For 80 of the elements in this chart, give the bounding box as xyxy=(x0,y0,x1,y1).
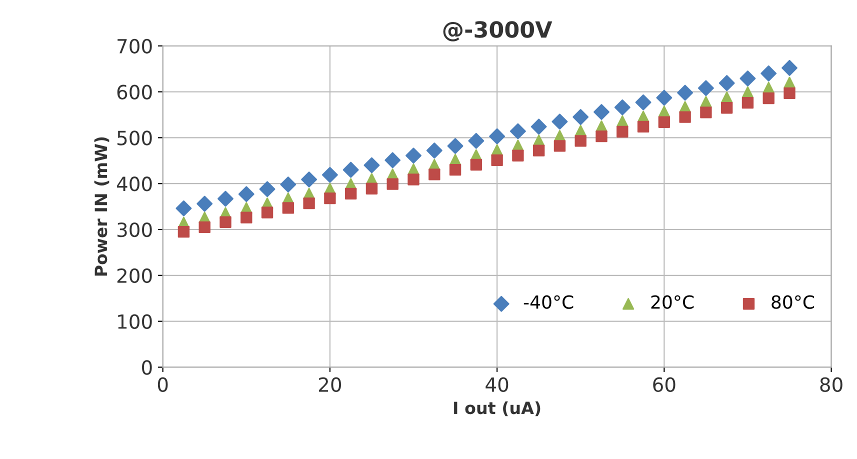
point xyxy=(303,197,315,210)
point xyxy=(510,123,526,140)
point xyxy=(596,130,608,142)
point xyxy=(594,104,610,120)
point xyxy=(679,111,691,123)
point xyxy=(698,80,714,96)
point xyxy=(366,182,378,194)
point xyxy=(196,196,213,212)
y-tick-label: 300 xyxy=(117,222,152,238)
x-tick-label: 0 xyxy=(158,377,168,392)
point xyxy=(280,176,296,192)
point xyxy=(470,158,482,171)
y-tick-label: 600 xyxy=(117,84,152,100)
legend-label: -40°C xyxy=(524,295,574,309)
legend-label: 20°C xyxy=(651,295,694,309)
legend-label: 80°C xyxy=(772,295,814,309)
point xyxy=(426,142,442,159)
y-tick-label: 200 xyxy=(117,268,152,284)
point xyxy=(259,181,276,198)
point xyxy=(324,192,336,204)
point xyxy=(408,174,420,186)
y-tick-label: 100 xyxy=(118,314,152,329)
point xyxy=(218,190,234,207)
point xyxy=(342,162,359,178)
y-axis-title: Power IN (mW) xyxy=(94,137,110,276)
point xyxy=(635,94,652,110)
point xyxy=(740,70,756,86)
point xyxy=(554,140,566,152)
point xyxy=(552,114,568,130)
point xyxy=(572,109,589,126)
point xyxy=(616,126,628,138)
y-tick-label: 0 xyxy=(142,360,152,375)
x-axis-title: I out (uA) xyxy=(454,401,540,416)
point xyxy=(240,212,252,224)
point xyxy=(721,102,733,114)
point xyxy=(762,82,774,94)
point xyxy=(282,202,294,214)
point xyxy=(637,120,650,133)
point xyxy=(700,106,712,118)
point xyxy=(406,148,422,164)
point xyxy=(176,200,192,216)
point xyxy=(614,99,630,116)
point xyxy=(762,92,774,104)
point xyxy=(491,154,503,166)
point xyxy=(468,132,484,149)
chart-title: @-3000V xyxy=(443,21,552,42)
point xyxy=(677,84,694,101)
point xyxy=(198,221,210,234)
point xyxy=(530,118,547,135)
point xyxy=(449,164,462,176)
point xyxy=(784,87,796,100)
point xyxy=(512,150,524,162)
point xyxy=(447,138,464,154)
point xyxy=(718,75,735,92)
point xyxy=(384,152,401,168)
point xyxy=(301,171,318,188)
x-tick-label: 60 xyxy=(653,377,676,392)
point xyxy=(658,116,670,128)
x-tick-label: 40 xyxy=(486,377,508,392)
point xyxy=(364,157,380,174)
point xyxy=(386,178,398,190)
point xyxy=(656,90,672,106)
point xyxy=(532,144,545,156)
point xyxy=(760,65,777,82)
point xyxy=(489,128,506,144)
y-tick-label: 700 xyxy=(118,38,152,54)
y-tick-label: 500 xyxy=(117,130,152,146)
point xyxy=(322,166,338,183)
x-tick-label: 80 xyxy=(820,377,842,392)
point xyxy=(261,206,274,218)
point xyxy=(742,96,754,109)
y-tick-label: 400 xyxy=(116,176,152,192)
point xyxy=(220,216,232,228)
point xyxy=(782,60,798,76)
x-tick-label: 20 xyxy=(319,377,342,392)
point xyxy=(574,135,586,147)
point xyxy=(344,188,357,200)
point xyxy=(178,226,190,238)
point xyxy=(428,168,440,180)
point xyxy=(238,186,254,202)
